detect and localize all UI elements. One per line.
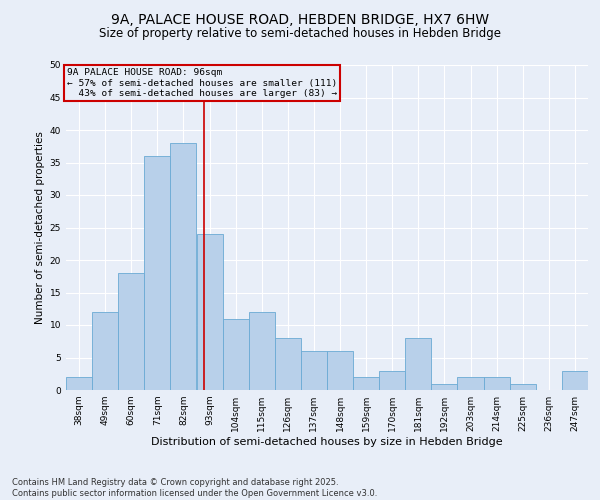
Bar <box>510 384 536 390</box>
Bar <box>223 318 248 390</box>
Bar <box>457 377 484 390</box>
Bar <box>484 377 510 390</box>
Bar <box>249 312 275 390</box>
Bar <box>275 338 301 390</box>
Bar <box>562 370 588 390</box>
Bar <box>379 370 406 390</box>
Bar <box>66 377 92 390</box>
Bar <box>118 273 144 390</box>
Bar <box>301 351 327 390</box>
Bar <box>197 234 223 390</box>
Bar <box>431 384 457 390</box>
Text: 9A PALACE HOUSE ROAD: 96sqm
← 57% of semi-detached houses are smaller (111)
  43: 9A PALACE HOUSE ROAD: 96sqm ← 57% of sem… <box>67 68 337 98</box>
Bar <box>327 351 353 390</box>
Bar <box>144 156 170 390</box>
Bar <box>406 338 431 390</box>
Text: Contains HM Land Registry data © Crown copyright and database right 2025.
Contai: Contains HM Land Registry data © Crown c… <box>12 478 377 498</box>
Y-axis label: Number of semi-detached properties: Number of semi-detached properties <box>35 131 46 324</box>
Bar <box>92 312 118 390</box>
Bar <box>170 143 196 390</box>
Text: Size of property relative to semi-detached houses in Hebden Bridge: Size of property relative to semi-detach… <box>99 28 501 40</box>
Bar <box>353 377 379 390</box>
Text: 9A, PALACE HOUSE ROAD, HEBDEN BRIDGE, HX7 6HW: 9A, PALACE HOUSE ROAD, HEBDEN BRIDGE, HX… <box>111 12 489 26</box>
X-axis label: Distribution of semi-detached houses by size in Hebden Bridge: Distribution of semi-detached houses by … <box>151 437 503 447</box>
